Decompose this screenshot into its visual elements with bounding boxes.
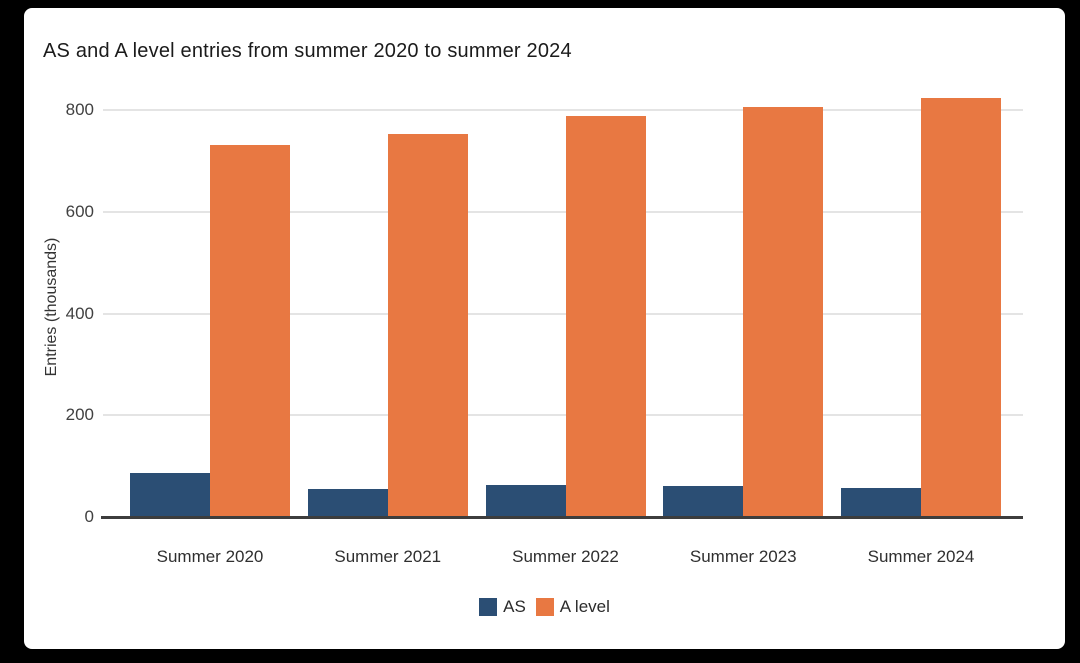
gridline-600	[103, 211, 1023, 213]
plot-area: 0 200 400 600 800	[66, 90, 1023, 526]
legend: AS A level	[24, 597, 1065, 617]
legend-item-a-level: A level	[535, 597, 610, 617]
bar-group-summer-2024	[841, 97, 1001, 517]
bar-a-level-summer-2022	[565, 116, 646, 517]
x-label-summer-2024: Summer 2024	[867, 547, 975, 566]
y-tick-label-200: 200	[65, 405, 94, 425]
bar-a-level-summer-2024	[921, 97, 1001, 517]
bars-layer	[103, 90, 1023, 517]
bar-a-level-summer-2020	[210, 144, 290, 517]
x-label-summer-2023: Summer 2023	[689, 547, 797, 566]
bar-as-summer-2021	[307, 489, 388, 517]
y-tick-label-600: 600	[65, 202, 94, 221]
gridline-200	[103, 414, 1023, 417]
chart-panel: AS and A level entries from summer 2020 …	[24, 8, 1065, 649]
y-tick-label-800: 800	[65, 100, 94, 120]
bar-as-summer-2020	[130, 473, 210, 517]
x-label-summer-2022: Summer 2022	[512, 547, 619, 566]
y-tick-label-0: 0	[84, 507, 94, 526]
bar-a-level-summer-2021	[387, 133, 468, 517]
bar-group-summer-2021	[307, 133, 468, 517]
x-label-summer-2021: Summer 2021	[334, 547, 442, 566]
y-tick-label-400: 400	[65, 303, 94, 323]
bar-group-summer-2020	[130, 144, 290, 517]
bar-a-level-summer-2023	[743, 107, 824, 517]
legend-label-a-level: A level	[559, 597, 610, 616]
gridline-800	[103, 109, 1023, 112]
bar-as-summer-2024	[841, 487, 921, 517]
bar-group-summer-2023	[663, 107, 824, 517]
legend-item-as: AS	[479, 597, 526, 617]
bar-as-summer-2023	[663, 486, 744, 517]
x-axis-labels: Summer 2020 Summer 2021 Summer 2022 Summer …	[103, 547, 1023, 567]
legend-swatch-a-level	[535, 598, 554, 616]
x-axis-line	[101, 516, 1023, 519]
bar-as-summer-2022	[485, 485, 566, 517]
x-label-summer-2020: Summer 2020	[156, 547, 264, 566]
bar-group-summer-2022	[485, 116, 646, 517]
chart-title: AS and A level entries from summer 2020 …	[43, 40, 572, 62]
legend-label-as: AS	[503, 597, 526, 616]
legend-swatch-as	[479, 598, 498, 616]
gridline-400	[103, 312, 1023, 315]
